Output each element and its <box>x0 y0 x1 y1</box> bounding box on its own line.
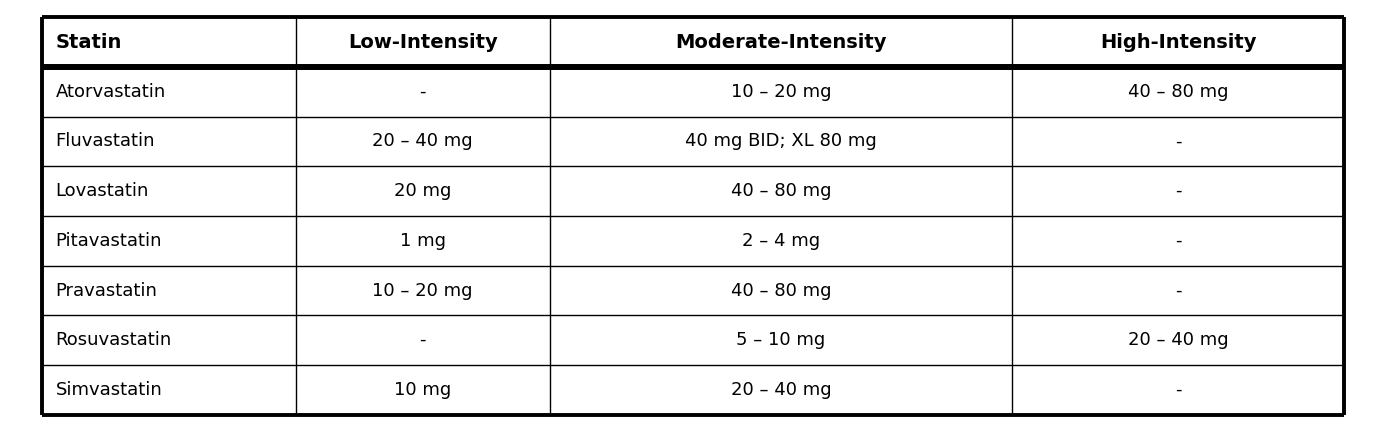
Bar <box>1012 17 1344 67</box>
Bar <box>550 266 1012 315</box>
Bar <box>550 166 1012 216</box>
Bar <box>1012 216 1344 266</box>
Bar <box>42 315 295 365</box>
Text: 2 – 4 mg: 2 – 4 mg <box>742 232 821 250</box>
Text: 20 – 40 mg: 20 – 40 mg <box>1128 331 1228 349</box>
Text: Lovastatin: Lovastatin <box>55 182 148 200</box>
Text: Low-Intensity: Low-Intensity <box>348 33 498 51</box>
Text: 20 mg: 20 mg <box>394 182 452 200</box>
Text: Pravastatin: Pravastatin <box>55 282 158 299</box>
Text: Moderate-Intensity: Moderate-Intensity <box>675 33 887 51</box>
Bar <box>1012 117 1344 166</box>
Bar <box>550 67 1012 117</box>
Bar <box>550 315 1012 365</box>
Text: -: - <box>1175 232 1181 250</box>
Text: 40 mg BID; XL 80 mg: 40 mg BID; XL 80 mg <box>685 133 877 150</box>
Bar <box>295 117 550 166</box>
Text: 10 mg: 10 mg <box>394 381 452 399</box>
Bar <box>42 166 295 216</box>
Bar <box>550 17 1012 67</box>
Bar <box>550 365 1012 415</box>
Text: -: - <box>1175 282 1181 299</box>
Text: Pitavastatin: Pitavastatin <box>55 232 162 250</box>
Bar <box>295 67 550 117</box>
Text: -: - <box>420 83 426 101</box>
Bar <box>42 67 295 117</box>
Bar <box>295 266 550 315</box>
Text: 40 – 80 mg: 40 – 80 mg <box>730 182 832 200</box>
Text: -: - <box>1175 182 1181 200</box>
Bar <box>42 216 295 266</box>
Bar <box>295 365 550 415</box>
Bar <box>295 315 550 365</box>
Text: Fluvastatin: Fluvastatin <box>55 133 155 150</box>
Bar <box>1012 315 1344 365</box>
Text: 10 – 20 mg: 10 – 20 mg <box>373 282 473 299</box>
Bar <box>42 117 295 166</box>
Bar <box>42 266 295 315</box>
Text: 20 – 40 mg: 20 – 40 mg <box>373 133 473 150</box>
Text: Atorvastatin: Atorvastatin <box>55 83 166 101</box>
Text: Simvastatin: Simvastatin <box>55 381 162 399</box>
Text: 1 mg: 1 mg <box>399 232 446 250</box>
Bar <box>295 216 550 266</box>
Bar <box>1012 67 1344 117</box>
Text: 40 – 80 mg: 40 – 80 mg <box>1128 83 1228 101</box>
Bar <box>1012 365 1344 415</box>
Bar <box>550 216 1012 266</box>
Bar <box>1012 166 1344 216</box>
Text: -: - <box>420 331 426 349</box>
Text: High-Intensity: High-Intensity <box>1100 33 1257 51</box>
Text: 40 – 80 mg: 40 – 80 mg <box>730 282 832 299</box>
Text: 5 – 10 mg: 5 – 10 mg <box>736 331 826 349</box>
Text: 10 – 20 mg: 10 – 20 mg <box>730 83 832 101</box>
Text: Statin: Statin <box>55 33 122 51</box>
Bar <box>295 17 550 67</box>
Bar <box>42 17 295 67</box>
Text: -: - <box>1175 381 1181 399</box>
Bar <box>550 117 1012 166</box>
Text: Rosuvastatin: Rosuvastatin <box>55 331 172 349</box>
Bar <box>295 166 550 216</box>
Bar <box>42 365 295 415</box>
Bar <box>1012 266 1344 315</box>
Text: -: - <box>1175 133 1181 150</box>
Text: 20 – 40 mg: 20 – 40 mg <box>730 381 832 399</box>
